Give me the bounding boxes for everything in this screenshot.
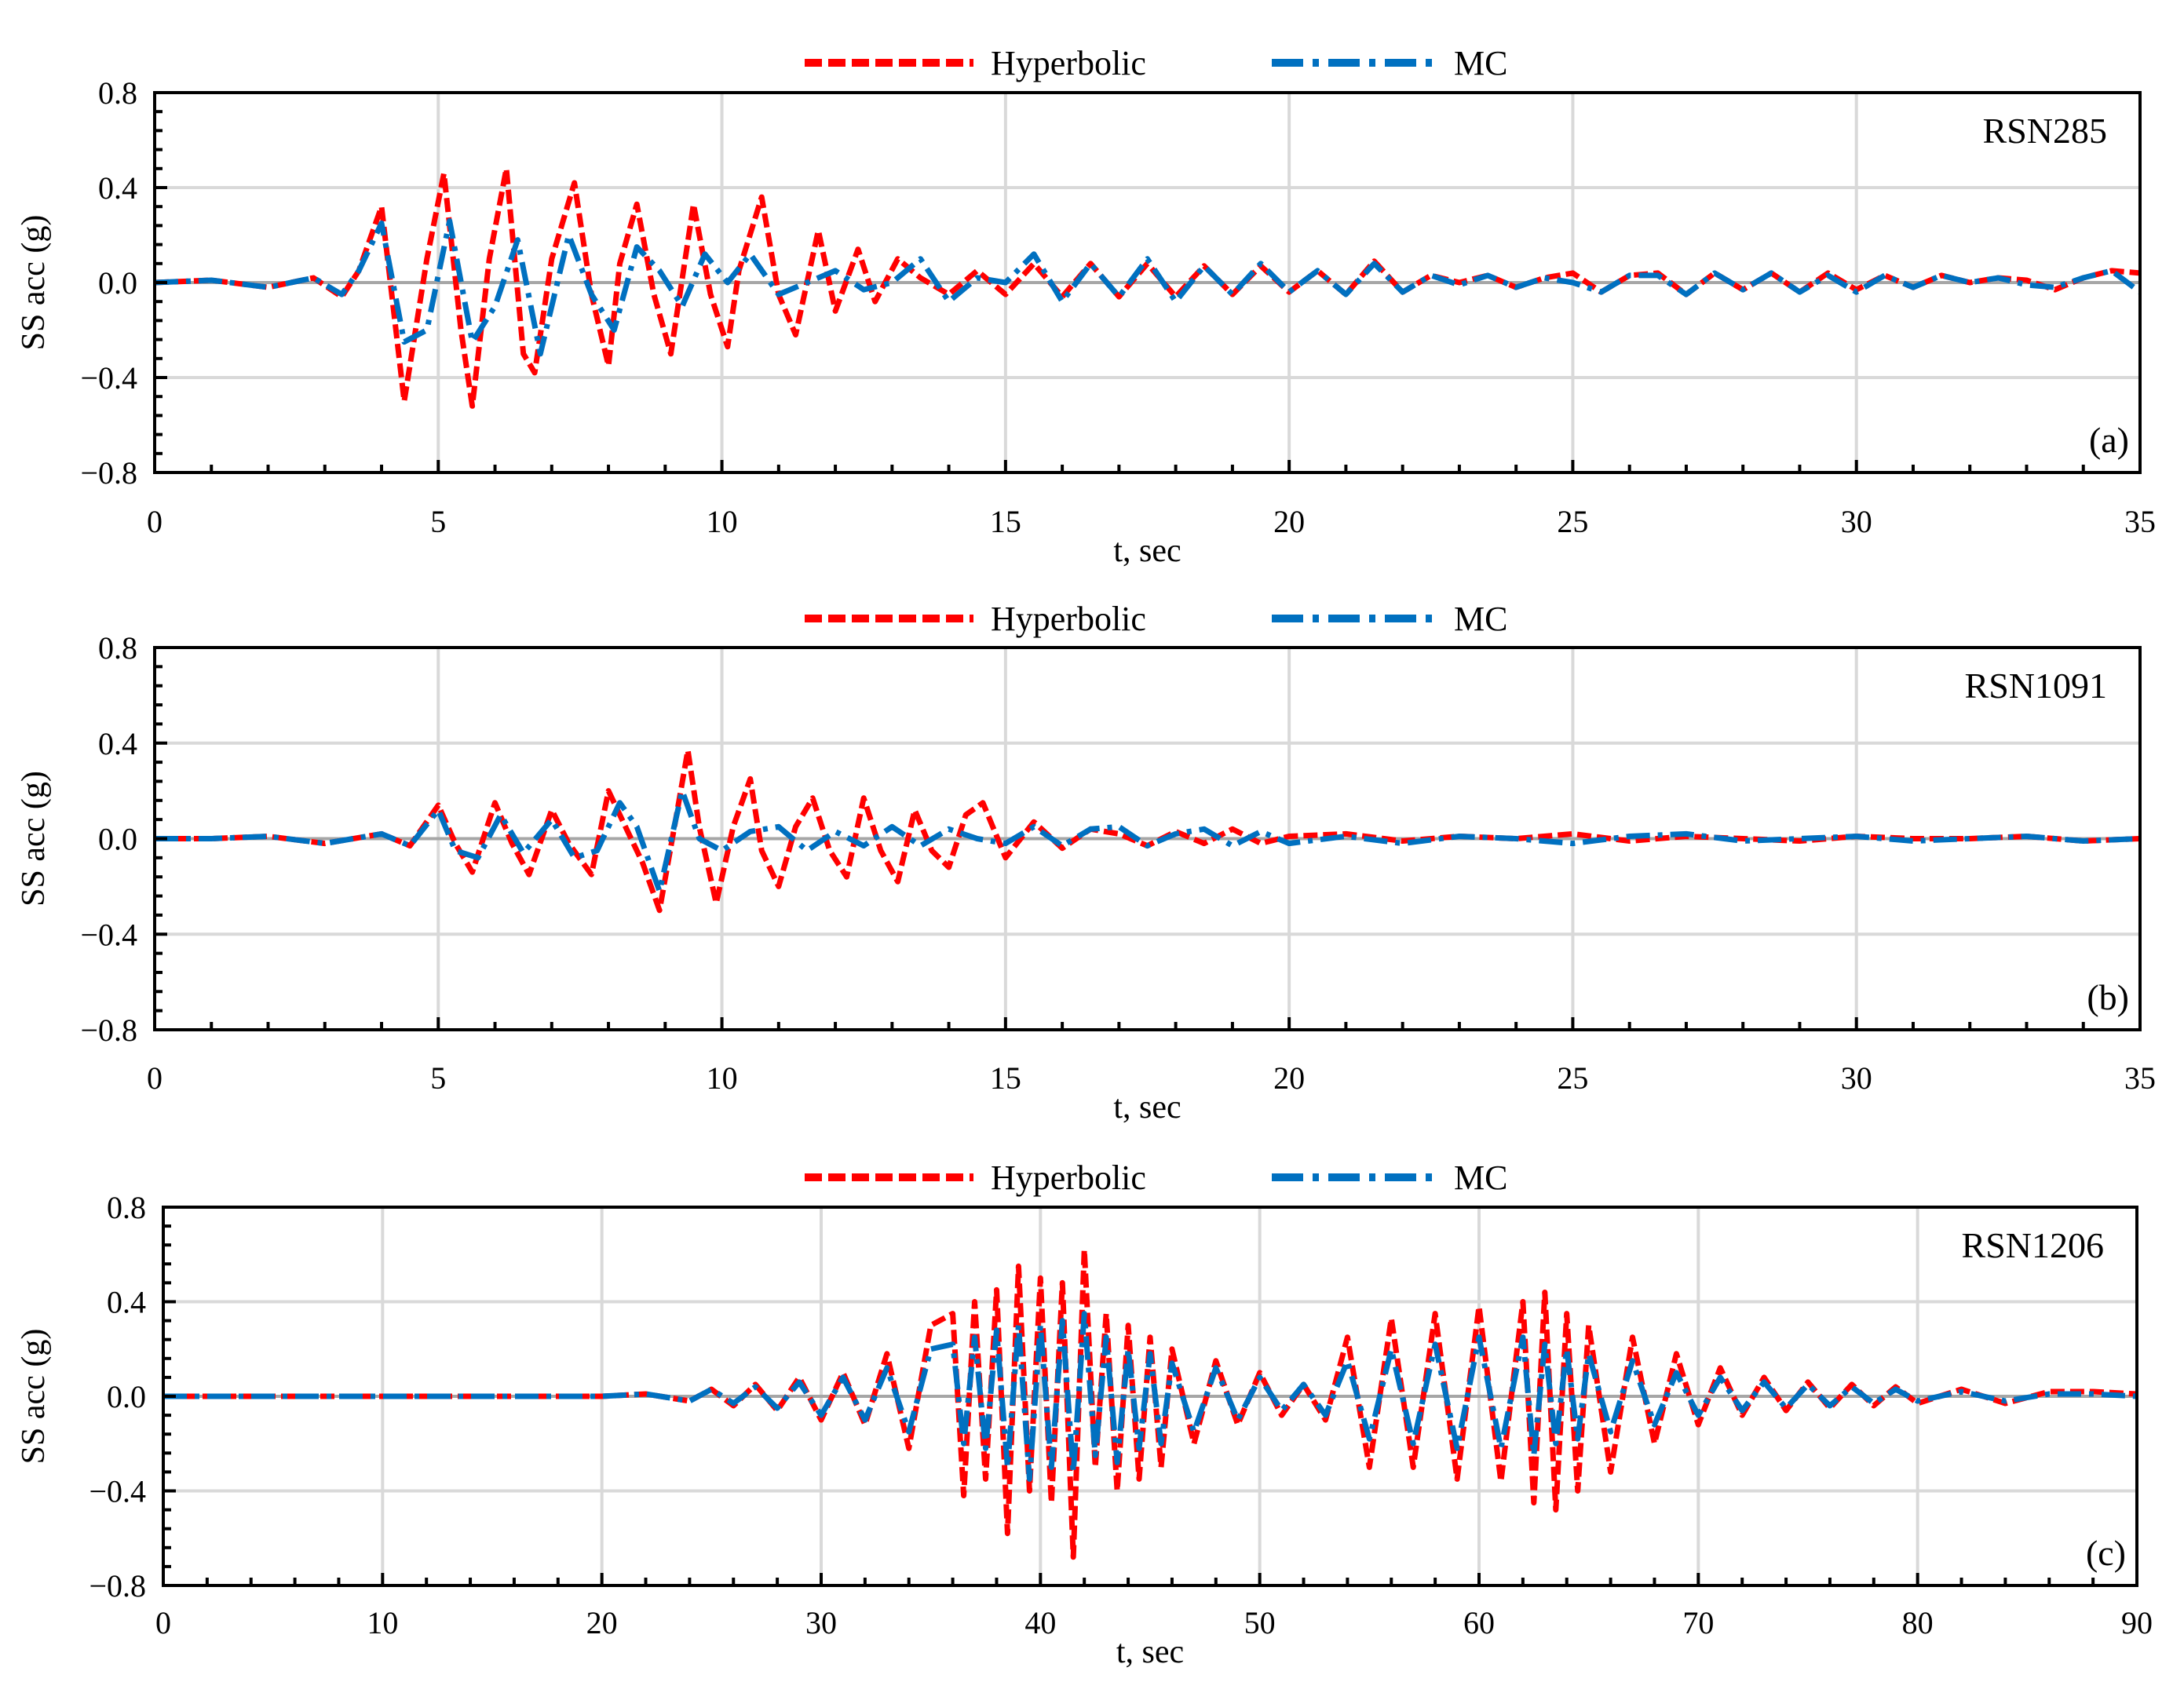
- y-tick-label: 0.0: [107, 1379, 146, 1414]
- y-tick-label: 0.0: [98, 822, 137, 857]
- station-label: RSN285: [1983, 111, 2107, 151]
- x-tick-label: 10: [707, 1060, 738, 1096]
- y-tick-label: 0.8: [98, 630, 137, 666]
- x-tick-label: 20: [1273, 1060, 1305, 1096]
- x-tick-label: 90: [2121, 1605, 2153, 1640]
- legend-label-mc: MC: [1454, 44, 1507, 82]
- x-tick-label: 20: [586, 1605, 618, 1640]
- y-tick-label: −0.4: [80, 917, 137, 952]
- x-tick-label: 30: [1841, 1060, 1872, 1096]
- panel-tag: (b): [2087, 977, 2129, 1017]
- x-tick-label: 5: [430, 1060, 446, 1096]
- x-tick-label: 25: [1557, 504, 1588, 539]
- chart-panel-3: Hyperbolic MC 0 10 20 30 40 50 60 70 80 90 0.8 0.4 0.0…: [16, 1158, 2153, 1670]
- panel-tag: (c): [2086, 1533, 2126, 1573]
- x-tick-label: 15: [990, 1060, 1021, 1096]
- series-line-mc: [155, 788, 2141, 894]
- y-tick-label: −0.8: [80, 1013, 137, 1048]
- series-line-mc: [154, 217, 2142, 357]
- y-tick-label: −0.8: [89, 1568, 146, 1604]
- x-tick-label: 35: [2124, 504, 2156, 539]
- station-label: RSN1091: [1965, 666, 2107, 706]
- chart-panel-1: Hyperbolic MC 0 5 10 15 20 25 30 35 0.8 0.4 0.0 −0.4 −…: [16, 44, 2156, 569]
- x-tick-label: 70: [1682, 1605, 1714, 1640]
- series-line-hyperbolic: [163, 1246, 2138, 1560]
- legend-label-hyperbolic: Hyperbolic: [991, 1158, 1146, 1197]
- panel-tag: (a): [2089, 420, 2129, 460]
- x-tick-label: 50: [1244, 1605, 1276, 1640]
- legend-label-mc: MC: [1454, 600, 1507, 638]
- y-tick-label: −0.4: [80, 360, 137, 396]
- y-axis-label: SS acc (g): [16, 1329, 52, 1465]
- station-label: RSN1206: [1962, 1225, 2104, 1265]
- legend-label-hyperbolic: Hyperbolic: [991, 600, 1146, 638]
- y-axis-label: SS acc (g): [16, 771, 52, 907]
- x-tick-label: 5: [430, 504, 446, 539]
- series-line-hyperbolic: [155, 747, 2141, 914]
- series-line-mc: [163, 1311, 2138, 1482]
- x-tick-label: 0: [155, 1605, 171, 1640]
- y-tick-label: 0.4: [98, 726, 137, 761]
- y-axis-label: SS acc (g): [16, 215, 52, 351]
- x-tick-label: 0: [147, 1060, 163, 1096]
- legend-label-hyperbolic: Hyperbolic: [991, 44, 1146, 82]
- x-axis-label: t, sec: [1113, 1089, 1181, 1126]
- y-tick-label: −0.4: [89, 1474, 146, 1509]
- x-tick-label: 80: [1902, 1605, 1934, 1640]
- chart-panel-2: Hyperbolic MC 0 5 10 15 20 25 30 35 0.8 0.4 0.0 −0.4 −…: [16, 600, 2156, 1126]
- x-axis-label: t, sec: [1113, 533, 1181, 569]
- y-tick-label: 0.8: [107, 1190, 146, 1225]
- y-tick-label: 0.8: [98, 75, 137, 111]
- x-tick-label: 15: [990, 504, 1021, 539]
- x-tick-label: 20: [1273, 504, 1305, 539]
- x-tick-label: 10: [367, 1605, 398, 1640]
- y-tick-label: 0.0: [98, 265, 137, 301]
- x-tick-label: 25: [1557, 1060, 1588, 1096]
- x-tick-label: 35: [2124, 1060, 2156, 1096]
- series-line-hyperbolic: [154, 166, 2141, 409]
- x-tick-label: 40: [1024, 1605, 1056, 1640]
- x-tick-label: 30: [1841, 504, 1872, 539]
- x-tick-label: 10: [707, 504, 738, 539]
- x-tick-label: 60: [1463, 1605, 1495, 1640]
- y-tick-label: 0.4: [98, 170, 137, 206]
- legend-label-mc: MC: [1454, 1158, 1507, 1197]
- y-tick-label: 0.4: [107, 1285, 146, 1320]
- x-tick-label: 30: [805, 1605, 837, 1640]
- x-axis-label: t, sec: [1116, 1634, 1184, 1670]
- x-tick-label: 0: [147, 504, 163, 539]
- y-tick-label: −0.8: [80, 455, 137, 491]
